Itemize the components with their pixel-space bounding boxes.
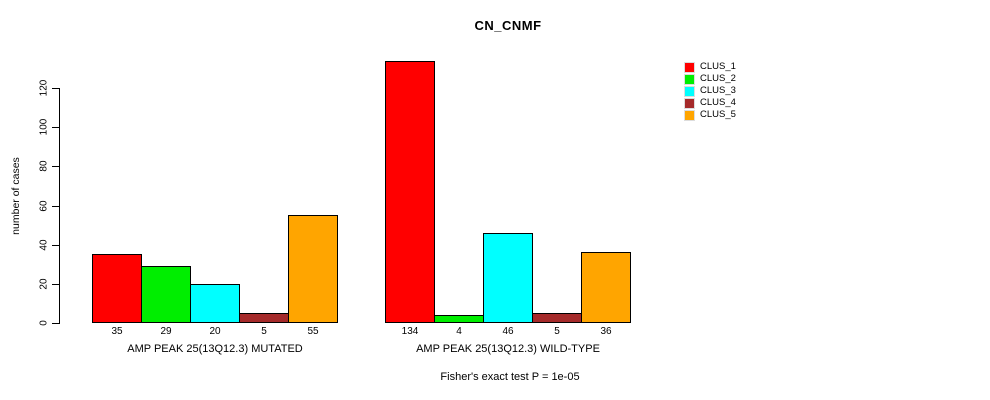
y-tick xyxy=(52,284,59,285)
legend-swatch xyxy=(684,74,695,85)
y-tick xyxy=(52,206,59,207)
y-tick-label: 20 xyxy=(38,278,50,290)
x-group-label: AMP PEAK 25(13Q12.3) WILD-TYPE xyxy=(416,343,600,355)
bar xyxy=(239,313,289,323)
bar xyxy=(190,284,240,323)
bar-value-label: 35 xyxy=(111,326,123,337)
bar xyxy=(434,315,484,323)
legend-swatch xyxy=(684,62,695,73)
bar xyxy=(532,313,582,323)
bar-value-label: 5 xyxy=(554,326,560,337)
bar-value-label: 29 xyxy=(160,326,172,337)
bar xyxy=(288,215,338,323)
y-tick-label: 60 xyxy=(38,200,50,212)
y-axis-label: number of cases xyxy=(10,157,22,235)
legend-swatch xyxy=(684,110,695,121)
y-tick xyxy=(52,127,59,128)
legend-label: CLUS_2 xyxy=(700,73,736,84)
bar-value-label: 55 xyxy=(307,326,319,337)
y-tick xyxy=(52,88,59,89)
caption: Fisher's exact test P = 1e-05 xyxy=(440,371,580,383)
y-tick xyxy=(52,323,59,324)
bar-value-label: 46 xyxy=(502,326,514,337)
bar-value-label: 20 xyxy=(209,326,221,337)
bar-value-label: 5 xyxy=(261,326,267,337)
y-tick-label: 80 xyxy=(38,160,50,172)
legend-label: CLUS_3 xyxy=(700,85,736,96)
y-tick-label: 40 xyxy=(38,239,50,251)
bar-value-label: 4 xyxy=(456,326,462,337)
bar xyxy=(92,254,142,323)
chart-title: CN_CNMF xyxy=(474,18,542,33)
legend-label: CLUS_1 xyxy=(700,61,736,72)
x-group-label: AMP PEAK 25(13Q12.3) MUTATED xyxy=(127,343,303,355)
bar xyxy=(385,61,435,323)
bar xyxy=(483,233,533,323)
y-tick xyxy=(52,166,59,167)
y-axis-line xyxy=(59,88,60,324)
legend-label: CLUS_5 xyxy=(700,109,736,120)
bar xyxy=(581,252,631,323)
legend-label: CLUS_4 xyxy=(700,97,736,108)
bar xyxy=(141,266,191,323)
y-tick xyxy=(52,245,59,246)
y-tick-label: 120 xyxy=(38,79,50,97)
y-tick-label: 0 xyxy=(38,320,50,326)
legend-swatch xyxy=(684,86,695,97)
bar-value-label: 134 xyxy=(401,326,419,337)
bar-value-label: 36 xyxy=(600,326,612,337)
legend-swatch xyxy=(684,98,695,109)
y-tick-label: 100 xyxy=(38,118,50,136)
